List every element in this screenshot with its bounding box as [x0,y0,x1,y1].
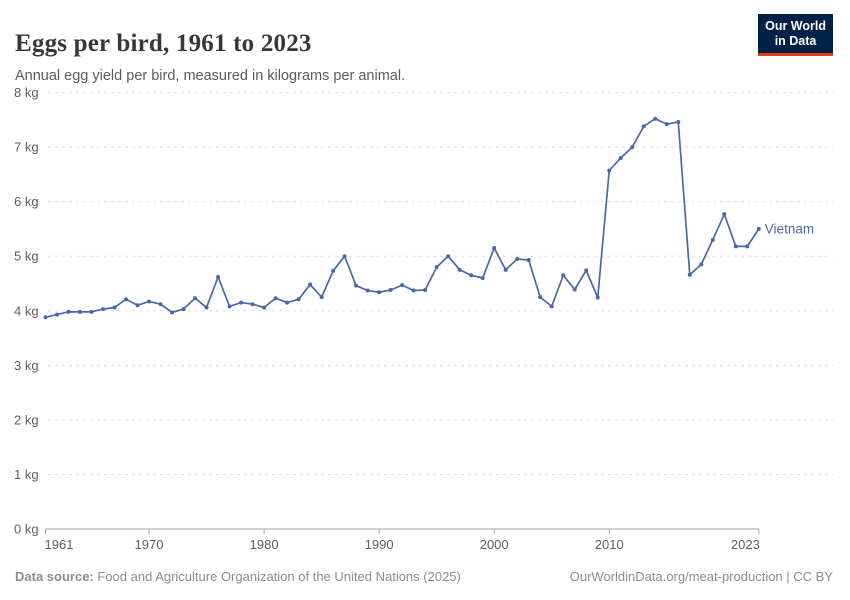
x-tick-label: 1990 [365,537,394,552]
data-point[interactable] [595,295,600,300]
data-point[interactable] [66,309,71,314]
owid-logo-line-1: Our World [765,19,826,33]
data-point[interactable] [377,290,382,295]
data-point[interactable] [365,288,370,293]
data-line-vietnam[interactable] [44,117,760,319]
chart-subtitle: Annual egg yield per bird, measured in k… [15,67,406,84]
data-point[interactable] [296,297,301,302]
data-point[interactable] [733,244,738,249]
data-point[interactable] [618,155,623,160]
data-point[interactable] [549,304,554,309]
data-point[interactable] [526,258,531,263]
attribution: OurWorldinData.org/meat-production | CC … [569,569,833,584]
data-point[interactable] [285,300,290,305]
x-tick-label: 2023 [731,537,760,552]
data-point[interactable] [170,310,175,315]
chart-footer: Data source: Food and Agriculture Organi… [15,569,833,584]
y-tick-label: 5 kg [14,249,39,264]
y-tick-label: 6 kg [14,194,39,209]
data-point[interactable] [78,309,83,314]
data-point[interactable] [480,276,485,281]
y-tick-label: 8 kg [14,85,39,100]
data-point[interactable] [515,256,520,261]
data-point[interactable] [239,300,244,305]
data-point[interactable] [89,309,94,314]
data-point[interactable] [147,299,152,304]
data-source-label: Data source: [15,569,94,584]
y-tick-label: 7 kg [14,140,39,155]
y-tick-label: 0 kg [14,522,39,537]
data-point[interactable] [204,305,209,310]
data-point[interactable] [676,119,681,124]
data-point[interactable] [112,305,117,310]
data-point[interactable] [469,273,474,278]
y-tick-label: 2 kg [14,412,39,427]
data-point[interactable] [400,283,405,288]
data-point[interactable] [135,303,140,308]
data-source-text: Food and Agriculture Organization of the… [93,569,461,584]
data-point[interactable] [710,237,715,242]
data-point[interactable] [308,282,313,287]
data-point[interactable] [561,273,566,278]
data-point[interactable] [572,287,577,292]
x-tick-label: 1961 [45,537,74,552]
data-point[interactable] [699,262,704,267]
data-point[interactable] [342,254,347,259]
data-point[interactable] [250,302,255,307]
data-point[interactable] [331,268,336,273]
data-point[interactable] [687,272,692,277]
data-point[interactable] [43,315,48,320]
data-point[interactable] [584,268,589,273]
data-point[interactable] [319,295,324,300]
series-label-vietnam[interactable]: Vietnam [765,221,814,236]
data-point[interactable] [457,267,462,272]
data-source: Data source: Food and Agriculture Organi… [15,569,461,584]
data-point[interactable] [641,124,646,129]
data-point[interactable] [664,122,669,127]
data-point[interactable] [607,168,612,173]
y-tick-label: 4 kg [14,303,39,318]
data-point[interactable] [273,296,278,301]
y-tick-label: 3 kg [14,358,39,373]
x-tick-label: 2000 [480,537,509,552]
y-tick-label: 1 kg [14,467,39,482]
data-point[interactable] [158,302,163,307]
owid-logo: Our World in Data [758,14,833,56]
data-point[interactable] [193,296,198,301]
data-point[interactable] [434,265,439,270]
data-point[interactable] [216,274,221,279]
data-point[interactable] [492,246,497,251]
data-point[interactable] [124,297,129,302]
data-point[interactable] [630,145,635,150]
data-point[interactable] [181,307,186,312]
owid-logo-line-2: in Data [774,34,817,48]
data-point[interactable] [55,312,60,317]
data-point[interactable] [354,283,359,288]
data-point[interactable] [745,244,750,249]
x-tick-label: 2010 [595,537,624,552]
data-point[interactable] [446,254,451,259]
x-tick-label: 1970 [135,537,164,552]
data-point[interactable] [722,212,727,217]
data-point[interactable] [538,295,543,300]
chart-title: Eggs per bird, 1961 to 2023 [15,29,312,57]
data-point[interactable] [388,288,393,293]
data-point[interactable] [503,267,508,272]
data-point[interactable] [423,288,428,293]
data-point[interactable] [653,116,658,121]
data-point[interactable] [227,304,232,309]
data-point[interactable] [101,307,106,312]
x-tick-label: 1980 [250,537,279,552]
data-point[interactable] [756,226,761,231]
data-point[interactable] [262,305,267,310]
data-point[interactable] [411,288,416,293]
